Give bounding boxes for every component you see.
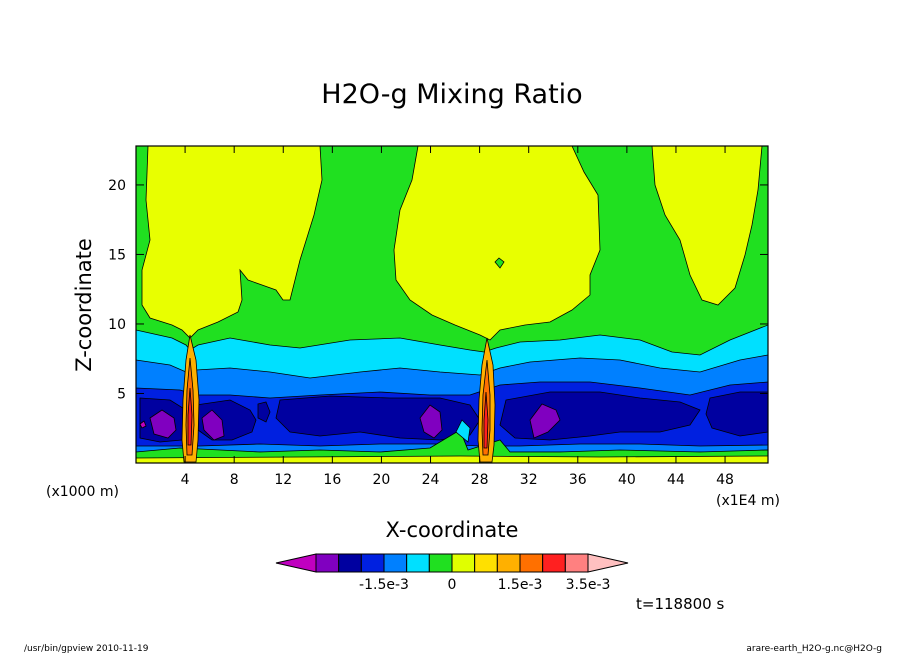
x-tick-label: 36 (569, 472, 587, 488)
colorbar-label: -1.5e-3 (359, 577, 409, 593)
plume-center-core (483, 391, 489, 449)
x-tick-label: 40 (618, 472, 636, 488)
x-tick-label: 12 (274, 472, 292, 488)
region-magenta-dot (139, 420, 147, 429)
region-yellow-upper (141, 146, 323, 339)
region-purple-3 (419, 404, 443, 439)
y-tick-label: 10 (108, 317, 126, 333)
colorbar-swatch (496, 553, 521, 573)
x-tick-label: 28 (471, 472, 489, 488)
colorbar-swatch (428, 553, 453, 573)
x-tick-label: 8 (230, 472, 239, 488)
footer-left: /usr/bin/gpview 2010-11-19 (24, 644, 149, 654)
y-tick-label: 15 (108, 247, 126, 263)
region-green-bottom (136, 429, 768, 463)
region-green-island (494, 257, 505, 269)
x-tick-label: 48 (716, 472, 734, 488)
x-tick-label: 44 (667, 472, 685, 488)
colorbar-label: 1.5e-3 (498, 577, 543, 593)
colorbar-swatch (338, 553, 362, 573)
colorbar-swatch (360, 553, 385, 573)
region-navy-spot (257, 401, 271, 423)
colorbar-swatch (451, 553, 476, 573)
footer-right: arare-earth_H2O-g.nc@H2O-g (746, 644, 882, 654)
colorbar-label: 3.5e-3 (566, 577, 611, 593)
region-navy-far-right (705, 391, 768, 437)
colorbar-labels: -1.5e-3 0 1.5e-3 3.5e-3 (359, 577, 610, 593)
region-purple-4 (529, 403, 561, 439)
colorbar-swatch (519, 553, 544, 573)
time-label: t=118800 s (636, 595, 724, 613)
region-yellow-right (651, 146, 763, 306)
colorbar-swatch (564, 553, 589, 573)
x-tick-label: 16 (323, 472, 341, 488)
x-tick-label: 24 (422, 472, 440, 488)
y-axis-label: Z-coordinate (72, 238, 96, 372)
y-tick-label: 20 (108, 178, 126, 194)
chart-title: H2O-g Mixing Ratio (321, 79, 582, 110)
colorbar-over-triangle (587, 553, 629, 573)
region-purple-2 (201, 409, 225, 441)
y-tick-label: 5 (117, 386, 126, 402)
plot-frame (135, 145, 769, 464)
colorbar-swatch (406, 553, 430, 573)
colorbar-swatch (474, 553, 498, 573)
region-cyan-bottom-patch (455, 419, 471, 443)
colorbar-swatch (315, 553, 340, 573)
x-axis-ticks: 4 8 12 16 20 24 28 32 36 40 44 48 (181, 146, 734, 488)
plume-left-core (187, 387, 193, 446)
plot-area (136, 146, 768, 463)
x-unit-right: (x1E4 m) (716, 493, 780, 509)
x-unit-left: (x1000 m) (46, 484, 119, 500)
colorbar-swatch (542, 553, 566, 573)
region-purple-1 (149, 409, 177, 439)
region-yellow-center (393, 146, 601, 341)
region-yellow-bottom (136, 455, 768, 463)
colorbar-label: 0 (448, 577, 457, 593)
y-axis-ticks: 5 10 15 20 (108, 178, 768, 402)
x-tick-label: 32 (520, 472, 538, 488)
colorbar (275, 553, 629, 573)
x-tick-label: 4 (181, 472, 190, 488)
x-tick-label: 20 (373, 472, 391, 488)
region-navy-center (275, 395, 481, 441)
colorbar-swatch (383, 553, 408, 573)
colorbar-under-triangle (275, 553, 317, 573)
x-axis-label: X-coordinate (386, 518, 519, 542)
